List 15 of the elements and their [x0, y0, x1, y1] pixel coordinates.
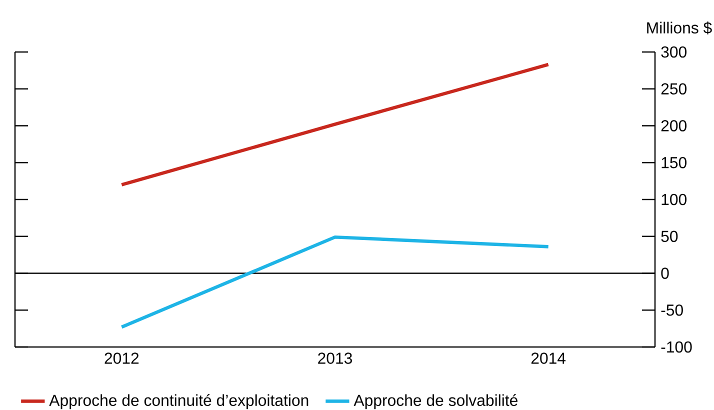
- x-tick-label: 2012: [104, 352, 139, 364]
- y-tick-label: 100: [662, 194, 686, 206]
- y-axis-title: Millions $: [647, 22, 712, 34]
- y-tick-label: 300: [661, 46, 686, 58]
- y-tick-label: 150: [662, 156, 686, 168]
- legend-label: Approche de solvabilité: [354, 394, 518, 410]
- legend-label: Approche de continuité d’exploitation: [49, 394, 308, 410]
- y-tick-label: 200: [661, 120, 686, 132]
- y-tick-label: -100: [661, 341, 692, 353]
- y-tick-label: -50: [661, 304, 683, 316]
- y-tick-label: 0: [661, 268, 669, 279]
- y-tick-label: 50: [661, 230, 678, 242]
- x-tick-label: 2013: [318, 352, 352, 364]
- y-tick-label: 250: [661, 83, 686, 94]
- x-tick-label: 2014: [531, 352, 566, 364]
